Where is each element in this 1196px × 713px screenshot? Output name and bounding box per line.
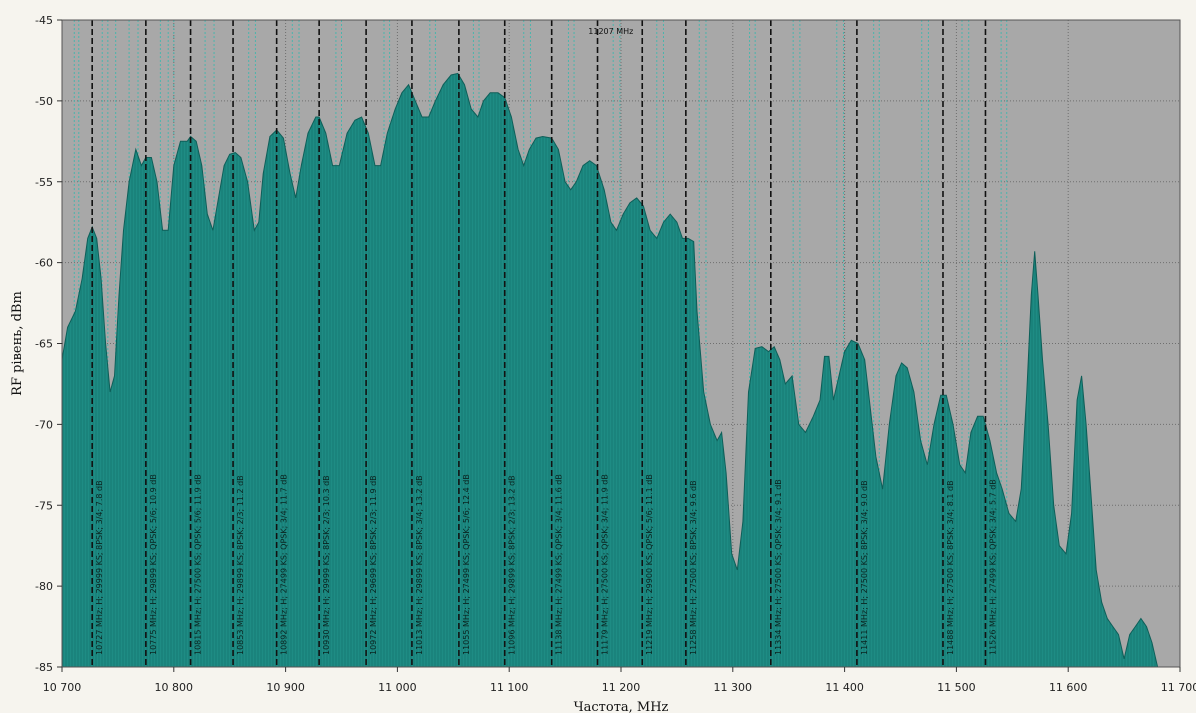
y-tick-label: -50 (35, 95, 53, 108)
transponder-label: 11013 MHz; H; 29899 KS; 8PSK; 3/4; 13.2 … (415, 475, 424, 655)
frequency-marker-label: 11207 MHz (588, 27, 633, 36)
y-tick-label: -45 (35, 14, 53, 27)
x-tick-label: 11 500 (937, 681, 976, 694)
transponder-label: 10930 MHz; H; 29999 KS; 8PSK; 2/3; 10.3 … (322, 475, 331, 655)
x-tick-label: 11 000 (378, 681, 417, 694)
transponder-label: 11096 MHz; H; 29899 KS; 8PSK; 2/3; 13.2 … (508, 475, 517, 655)
transponder-label: 11488 MHz; H; 27500 KS; 8PSK; 3/4; 8.1 d… (946, 480, 955, 655)
spectrum-area (61, 72, 1180, 668)
y-tick-label: -85 (35, 661, 53, 674)
transponder-label: 11055 MHz; H; 27499 KS; QPSK; 5/6; 12.4 … (462, 474, 471, 655)
transponder-label: 10853 MHz; H; 29899 KS; 8PSK; 2/3; 11.2 … (236, 475, 245, 655)
y-tick-label: -80 (35, 580, 53, 593)
x-tick-label: 11 400 (825, 681, 864, 694)
transponder-label: 10892 MHz; H; 27499 KS; QPSK; 3/4; 11.7 … (280, 474, 289, 655)
x-tick-label: 11 200 (602, 681, 641, 694)
x-tick-label: 11 100 (490, 681, 529, 694)
y-tick-label: -60 (35, 257, 53, 270)
transponder-label: 11179 MHz; H; 27500 KS; QPSK; 3/4; 11.9 … (601, 474, 610, 655)
x-axis-title: Частота, MHz (574, 700, 669, 713)
transponder-label: 10727 MHz; H; 29999 KS; 8PSK; 3/4; 7.8 d… (95, 480, 104, 655)
transponder-label: 10775 MHz; H; 29899 KS; QPSK; 5/6; 10.9 … (149, 474, 158, 655)
y-tick-label: -70 (35, 418, 53, 431)
x-tick-label: 10 900 (266, 681, 305, 694)
x-tick-label: 10 800 (155, 681, 194, 694)
y-tick-label: -55 (35, 176, 53, 189)
transponder-label: 11411 MHz; H; 27500 KS; 8PSK; 3/4; 9.0 d… (860, 480, 869, 655)
transponder-label: 11334 MHz; H; 27500 KS; QPSK; 3/4; 9.1 d… (774, 479, 783, 655)
x-tick-label: 11 600 (1049, 681, 1088, 694)
transponder-label: 10815 MHz; H; 27500 KS; QPSK; 5/6; 11.9 … (194, 474, 203, 655)
transponder-label: 10972 MHz; H; 29699 KS; 8PSK; 2/3; 11.9 … (369, 475, 378, 655)
transponder-label: 11526 MHz; H; 27499 KS; QPSK; 3/4; 5.7 d… (988, 479, 997, 655)
axes: 10 700 10 800 10 900 11 000 11 100 11 200 11 3… (35, 14, 1196, 694)
transponder-label: 11258 MHz; H; 27500 KS; 8PSK; 3/4; 9.6 d… (689, 480, 698, 655)
y-tick-label: -75 (35, 499, 53, 512)
transponder-lines: 10727 MHz; H; 29999 KS; 8PSK; 3/4; 7.8 d… (91, 20, 997, 667)
x-tick-label: 10 700 (43, 681, 82, 694)
y-tick-label: -65 (35, 338, 53, 351)
x-tick-label: 11 700 (1161, 681, 1196, 694)
x-tick-label: 11 300 (714, 681, 753, 694)
y-axis-title: RF рівень, dBm (10, 291, 25, 396)
transponder-label: 11219 MHz; H; 29900 KS; QPSK; 5/6; 11.1 … (645, 474, 654, 655)
transponder-label: 11138 MHz; H; 27499 KS; QPSK; 3/4; 11.6 … (555, 474, 564, 655)
